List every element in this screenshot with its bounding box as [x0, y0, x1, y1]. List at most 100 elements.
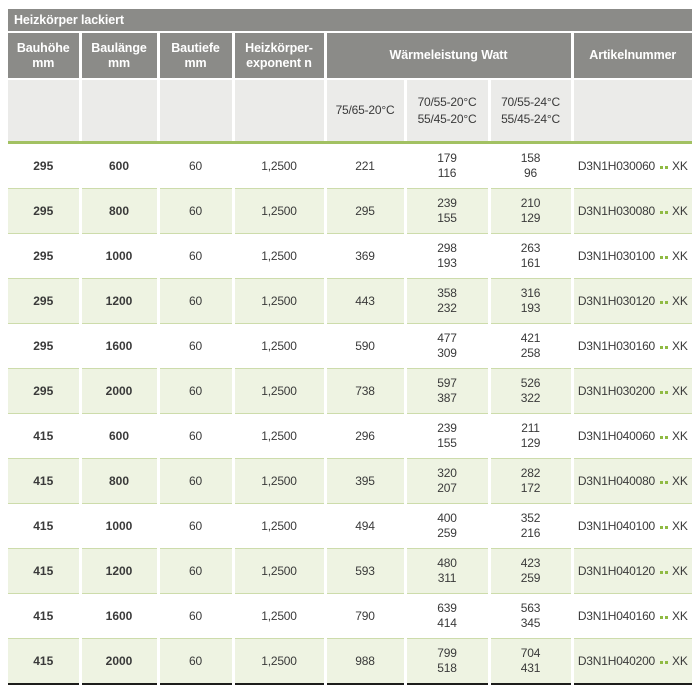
cell-watt-75-65: 790 [325, 593, 407, 639]
cell-exponent: 1,2500 [233, 233, 327, 279]
cell-watt-70-55-24: 704 431 [489, 638, 574, 685]
subheader-empty [8, 79, 82, 144]
cell-exponent: 1,2500 [233, 458, 327, 504]
cell-baulaenge: 2000 [80, 638, 160, 685]
green-dots-icon [659, 204, 669, 219]
artikel-number: D3N1H030120 [577, 293, 656, 308]
artikel-suffix: XK [672, 338, 688, 353]
cell-artikelnummer: D3N1H030060 XK [572, 142, 692, 189]
cell-artikelnummer: D3N1H040120 XK [572, 548, 692, 594]
cell-bauhoehe: 295 [8, 368, 82, 414]
radiator-spec-table: Bauhöhe mm Baulänge mm Bautiefe mm Heizk… [8, 33, 692, 685]
subheader-empty [80, 79, 160, 144]
cell-bautiefe: 60 [158, 323, 235, 369]
cell-bautiefe: 60 [158, 278, 235, 324]
page: Heizkörper lackiert Bauhöhe mm Baulänge … [8, 9, 692, 685]
cell-artikelnummer: D3N1H040160 XK [572, 593, 692, 639]
artikel-suffix: XK [672, 158, 688, 173]
cell-baulaenge: 2000 [80, 368, 160, 414]
subheader-row: 75/65-20°C 70/55-20°C 55/45-20°C 70/55-2… [8, 79, 692, 144]
artikel-suffix: XK [672, 428, 688, 443]
cell-baulaenge: 1600 [80, 323, 160, 369]
column-header-bautiefe: Bautiefe mm [158, 33, 235, 80]
column-header-bauhoehe: Bauhöhe mm [8, 33, 82, 80]
artikel-suffix: XK [672, 563, 688, 578]
cell-artikelnummer: D3N1H030080 XK [572, 188, 692, 234]
cell-artikelnummer: D3N1H030200 XK [572, 368, 692, 414]
cell-watt-70-55-24: 282 172 [489, 458, 574, 504]
table-row: 415 1000 60 1,2500 494 400 259 352 216 D… [8, 503, 692, 549]
cell-exponent: 1,2500 [233, 503, 327, 549]
artikel-suffix: XK [672, 473, 688, 488]
artikel-number: D3N1H040120 [577, 563, 656, 578]
green-dots-icon [659, 654, 669, 669]
table-row: 295 1200 60 1,2500 443 358 232 316 193 D… [8, 278, 692, 324]
table-header: Bauhöhe mm Baulänge mm Bautiefe mm Heizk… [8, 33, 692, 144]
cell-baulaenge: 600 [80, 142, 160, 189]
artikel-number: D3N1H040160 [577, 608, 656, 623]
artikel-suffix: XK [672, 203, 688, 218]
cell-bauhoehe: 295 [8, 142, 82, 189]
artikel-number: D3N1H030060 [577, 158, 656, 173]
cell-bautiefe: 60 [158, 188, 235, 234]
cell-artikelnummer: D3N1H030100 XK [572, 233, 692, 279]
cell-artikelnummer: D3N1H040100 XK [572, 503, 692, 549]
green-dots-icon [659, 519, 669, 534]
table-row: 415 1600 60 1,2500 790 639 414 563 345 D… [8, 593, 692, 639]
cell-watt-75-65: 369 [325, 233, 407, 279]
cell-bautiefe: 60 [158, 503, 235, 549]
subheader-empty [233, 79, 327, 144]
cell-bautiefe: 60 [158, 142, 235, 189]
column-header-baulaenge: Baulänge mm [80, 33, 160, 80]
artikel-suffix: XK [672, 653, 688, 668]
cell-baulaenge: 800 [80, 458, 160, 504]
cell-watt-70-55-24: 563 345 [489, 593, 574, 639]
cell-watt-75-65: 296 [325, 413, 407, 459]
cell-watt-70-55-20: 358 232 [405, 278, 491, 324]
cell-baulaenge: 1200 [80, 548, 160, 594]
cell-bauhoehe: 415 [8, 503, 82, 549]
green-dots-icon [659, 249, 669, 264]
cell-bautiefe: 60 [158, 368, 235, 414]
cell-watt-75-65: 590 [325, 323, 407, 369]
table-row: 295 800 60 1,2500 295 239 155 210 129 D3… [8, 188, 692, 234]
cell-watt-70-55-24: 158 96 [489, 142, 574, 189]
artikel-number: D3N1H040200 [577, 653, 656, 668]
cell-watt-70-55-20: 639 414 [405, 593, 491, 639]
cell-watt-70-55-24: 526 322 [489, 368, 574, 414]
cell-watt-75-65: 593 [325, 548, 407, 594]
cell-exponent: 1,2500 [233, 142, 327, 189]
cell-baulaenge: 800 [80, 188, 160, 234]
subheader-temp-70-55-24: 70/55-24°C 55/45-24°C [489, 79, 574, 144]
cell-bauhoehe: 415 [8, 548, 82, 594]
subheader-empty [572, 79, 692, 144]
table-row: 415 600 60 1,2500 296 239 155 211 129 D3… [8, 413, 692, 459]
cell-watt-75-65: 443 [325, 278, 407, 324]
cell-watt-75-65: 295 [325, 188, 407, 234]
column-header-exponent: Heizkörper- exponent n [233, 33, 327, 80]
cell-watt-70-55-20: 400 259 [405, 503, 491, 549]
artikel-number: D3N1H030200 [577, 383, 656, 398]
cell-bautiefe: 60 [158, 458, 235, 504]
subheader-temp-70-55-20: 70/55-20°C 55/45-20°C [405, 79, 491, 144]
cell-bautiefe: 60 [158, 413, 235, 459]
cell-watt-70-55-20: 239 155 [405, 413, 491, 459]
table-row: 295 600 60 1,2500 221 179 116 158 96 D3N… [8, 142, 692, 189]
cell-watt-70-55-20: 480 311 [405, 548, 491, 594]
subheader-temp-75-65: 75/65-20°C [325, 79, 407, 144]
cell-bauhoehe: 415 [8, 593, 82, 639]
cell-watt-70-55-24: 352 216 [489, 503, 574, 549]
cell-baulaenge: 1000 [80, 503, 160, 549]
cell-exponent: 1,2500 [233, 638, 327, 685]
table-body: 295 600 60 1,2500 221 179 116 158 96 D3N… [8, 142, 692, 685]
cell-bautiefe: 60 [158, 548, 235, 594]
table-row: 295 1600 60 1,2500 590 477 309 421 258 D… [8, 323, 692, 369]
green-dots-icon [659, 384, 669, 399]
cell-exponent: 1,2500 [233, 593, 327, 639]
cell-exponent: 1,2500 [233, 368, 327, 414]
cell-watt-70-55-24: 423 259 [489, 548, 574, 594]
table-row: 415 2000 60 1,2500 988 799 518 704 431 D… [8, 638, 692, 685]
cell-watt-75-65: 988 [325, 638, 407, 685]
cell-watt-75-65: 494 [325, 503, 407, 549]
cell-artikelnummer: D3N1H040060 XK [572, 413, 692, 459]
